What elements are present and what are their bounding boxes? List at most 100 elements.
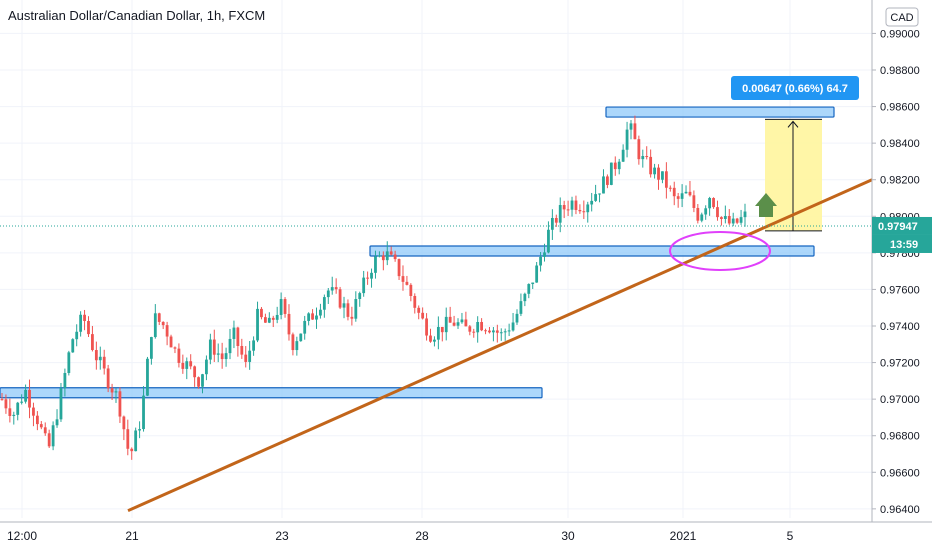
candle-body — [322, 297, 326, 310]
candle-body — [315, 315, 318, 320]
highlight-circle[interactable] — [669, 231, 771, 271]
candle-body — [550, 217, 554, 230]
candle-body — [657, 167, 660, 180]
candle-body — [684, 191, 688, 194]
candle-body — [224, 353, 228, 360]
candle-body — [220, 353, 224, 360]
candle-body — [476, 322, 480, 333]
candle-body — [731, 218, 735, 224]
candle-body — [362, 277, 366, 294]
candle-body — [708, 198, 712, 209]
candle-body — [51, 425, 55, 447]
candle-body — [723, 216, 727, 219]
measure-arrow-head — [787, 120, 799, 128]
candle-body — [205, 359, 208, 375]
overlays-layer: 0.00647 (0.66%) 64.7 — [0, 76, 873, 513]
candle-body — [421, 312, 425, 319]
zone-support-mid[interactable] — [369, 245, 815, 257]
candle-body — [389, 251, 393, 255]
candle-body — [138, 429, 141, 431]
candle-body — [433, 339, 436, 342]
candle-body — [704, 208, 708, 215]
candle-body — [232, 327, 236, 339]
candle-body — [98, 356, 102, 361]
price-tick-label: 0.98200 — [880, 175, 920, 187]
candle-body — [401, 276, 405, 282]
candle-body — [676, 196, 680, 199]
candle-body — [633, 123, 637, 140]
candle-body — [342, 303, 346, 308]
candle-body — [354, 299, 358, 319]
candle-body — [71, 339, 75, 353]
candle-body — [511, 322, 515, 331]
candle-body — [436, 326, 440, 340]
candle-body — [153, 313, 157, 338]
measure-label-box — [731, 76, 859, 100]
candle-body — [621, 149, 625, 162]
candle-body — [47, 433, 51, 447]
candle-body — [547, 229, 550, 253]
candle-body — [629, 123, 633, 130]
candle-body — [142, 395, 145, 430]
candle-body — [393, 254, 397, 260]
candle-body — [271, 317, 275, 320]
currency-badge[interactable] — [885, 7, 919, 27]
candles-layer — [0, 115, 747, 460]
candle-body — [32, 407, 35, 416]
candle-body — [566, 209, 570, 211]
candle-body — [523, 293, 527, 302]
candle-body — [43, 427, 47, 434]
candle-body — [157, 313, 161, 322]
grid — [0, 0, 872, 518]
candle-body — [208, 339, 212, 360]
candle-body — [680, 193, 684, 199]
candle-body — [173, 347, 177, 349]
candle-body — [586, 204, 590, 213]
bullish-arrow-icon — [755, 193, 777, 217]
candle-body — [79, 314, 83, 332]
price-tick-label: 0.99000 — [880, 28, 920, 40]
candle-body — [429, 335, 432, 342]
candle-body — [503, 331, 507, 333]
candle-body — [464, 319, 468, 327]
candle-body — [413, 295, 417, 308]
candle-body — [228, 338, 232, 354]
time-tick-label: 30 — [561, 529, 575, 543]
candle-body — [543, 252, 546, 257]
candle-body — [385, 251, 389, 261]
candle-body — [330, 287, 334, 291]
candle-body — [598, 193, 601, 195]
candle-body — [617, 161, 621, 170]
price-tick-label: 0.98600 — [880, 102, 920, 114]
candle-body — [279, 299, 283, 315]
time-axis[interactable]: 12:00 21 23 28 30 2021 5 — [0, 521, 932, 543]
candle-body — [507, 330, 511, 332]
candle-body — [126, 429, 130, 449]
candle-body — [20, 401, 24, 403]
price-axis[interactable]: 0.96400 0.96600 0.96800 0.97000 0.97200 0.974… — [871, 0, 932, 550]
candle-body — [197, 377, 200, 387]
candle-body — [307, 313, 311, 321]
candle-body — [539, 256, 542, 266]
candle-body — [515, 313, 519, 323]
candle-body — [366, 277, 370, 279]
countdown-label: 13:59 — [890, 239, 918, 251]
zone-support-low[interactable] — [0, 387, 543, 399]
candle-body — [358, 293, 362, 300]
candle-body — [102, 356, 106, 369]
candle-body — [35, 415, 39, 425]
candle-body — [240, 345, 244, 355]
candle-body — [256, 308, 259, 341]
candle-body — [283, 299, 287, 314]
candle-body — [169, 336, 173, 348]
price-tick-label: 0.96800 — [880, 431, 920, 443]
candle-body — [637, 139, 641, 160]
candle-body — [4, 399, 8, 409]
candle-body — [91, 334, 94, 351]
time-tick-label: 28 — [415, 529, 429, 543]
zone-resistance-top[interactable] — [605, 106, 835, 118]
currency-badge-label: CAD — [890, 12, 913, 24]
candle-body — [59, 388, 63, 420]
price-tick-label: 0.98400 — [880, 138, 920, 150]
